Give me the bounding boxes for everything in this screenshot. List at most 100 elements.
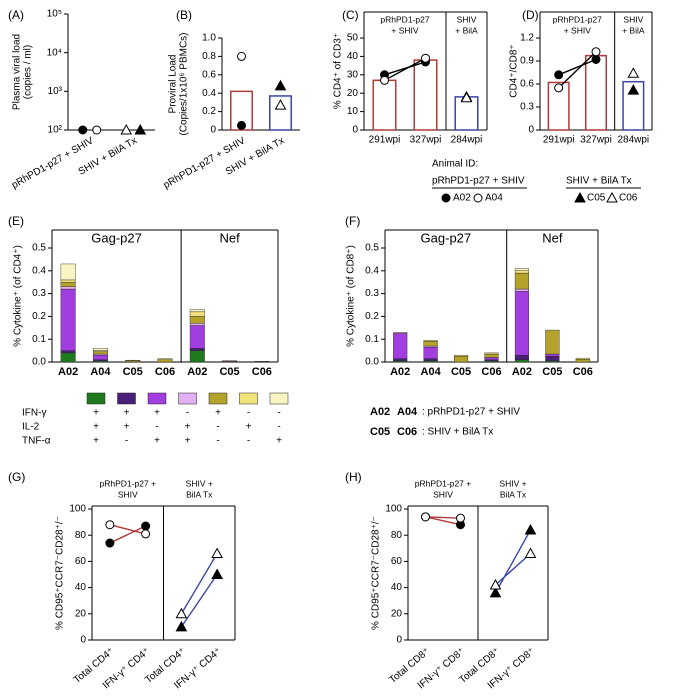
- x-tick-label: 291wpi: [543, 135, 575, 146]
- group-label: Gag-p27: [91, 230, 142, 245]
- bar-segment: [189, 309, 205, 313]
- x-tick-label: A04: [421, 366, 442, 378]
- marker: [237, 120, 246, 130]
- x-tick-label: C05: [123, 366, 143, 378]
- y-tick-label: 100: [69, 504, 86, 515]
- bar-segment: [454, 356, 469, 363]
- legend-sign: +: [124, 408, 130, 419]
- bar-segment: [423, 358, 438, 362]
- y-tick-label: 0: [352, 125, 358, 136]
- legend-sign: +: [124, 422, 130, 433]
- panel-label: (H): [345, 470, 362, 484]
- y-tick-label: 0: [210, 125, 216, 136]
- y-axis-label: (copies / ml): [23, 45, 34, 99]
- bar: [372, 79, 397, 131]
- bar-segment: [189, 325, 205, 349]
- legend-sign: +: [185, 436, 191, 447]
- legend-sign: +: [154, 408, 160, 419]
- y-tick-label: 40: [347, 51, 359, 62]
- marker: [554, 70, 564, 80]
- y-tick-label: 0.4: [32, 265, 46, 276]
- bar: [584, 54, 608, 131]
- legend-item: A04: [485, 193, 503, 204]
- bar-segment: [423, 341, 438, 347]
- marker: [274, 79, 287, 91]
- marker: [175, 620, 188, 632]
- marker: [175, 607, 188, 619]
- bar-segment: [514, 288, 529, 292]
- y-tick-label: 10⁴: [47, 47, 62, 58]
- bar-segment: [125, 359, 141, 362]
- legend-sign: +: [276, 436, 282, 447]
- panel-label: (A): [8, 8, 24, 22]
- group-label: Nef: [219, 230, 240, 245]
- legend-sign: -: [216, 436, 219, 447]
- legend-swatch: [269, 392, 289, 405]
- x-tick-label: C05: [219, 366, 239, 378]
- bar-segment: [575, 359, 590, 363]
- bar-segment: [514, 359, 529, 363]
- marker: [211, 568, 223, 579]
- group-label: + SHIV: [391, 25, 418, 35]
- x-tick-label: A02: [390, 366, 410, 378]
- y-tick-label: 1.2: [520, 33, 534, 44]
- bar-segment: [393, 333, 408, 359]
- legend-sign: +: [185, 422, 191, 433]
- y-tick-label: 10³: [48, 86, 63, 97]
- legend-id: C06: [397, 426, 417, 438]
- bar-segment: [60, 288, 76, 351]
- marker: [524, 523, 537, 535]
- marker: [120, 123, 133, 135]
- y-tick-label: 0.2: [32, 311, 46, 322]
- bar-segment: [60, 279, 76, 283]
- y-axis-label: % Cytokine⁺ (of CD8⁺): [346, 245, 357, 347]
- y-tick-label: 0.9: [520, 56, 534, 67]
- series-line: [425, 516, 461, 526]
- y-tick-label: 0.6: [520, 79, 534, 90]
- bar-segment: [514, 270, 529, 274]
- y-tick-label: 0.2: [365, 311, 379, 322]
- marker: [421, 53, 430, 63]
- panel-label: (C): [342, 8, 359, 22]
- marker: [574, 191, 586, 203]
- x-tick-label: C06: [155, 366, 175, 378]
- y-tick-label: 0.6: [202, 69, 216, 80]
- bar-segment: [157, 359, 173, 363]
- bar: [413, 59, 438, 131]
- bar-segment: [454, 354, 469, 357]
- marker: [460, 91, 473, 103]
- y-axis-label: (Copies/1x10⁶ PBMCs): [179, 32, 190, 135]
- y-tick-label: 80: [75, 530, 87, 541]
- y-tick-label: 1.0: [202, 33, 216, 44]
- legend-id: C05: [370, 426, 390, 438]
- marker: [237, 51, 246, 61]
- x-tick-label: A02: [512, 366, 532, 378]
- group-label: + SHIV: [564, 25, 591, 35]
- series-line: [180, 553, 218, 615]
- y-tick-label: 0.3: [520, 102, 534, 113]
- legend-sign: -: [277, 408, 280, 419]
- y-tick-label: 0: [528, 125, 534, 136]
- group-label: SHIV: [457, 14, 477, 24]
- group-label: SHIV +: [186, 478, 213, 488]
- series-line: [495, 553, 531, 586]
- legend-swatch: [239, 392, 258, 405]
- bar-segment: [60, 350, 76, 354]
- y-tick-label: 0.5: [365, 243, 379, 254]
- y-tick-label: 60: [75, 556, 87, 567]
- y-tick-label: 80: [391, 530, 403, 541]
- y-tick-label: 30: [347, 69, 359, 80]
- bar-segment: [189, 323, 205, 326]
- panel-label: (B): [176, 8, 192, 22]
- y-tick-label: 20: [75, 608, 87, 619]
- y-tick-label: 0.4: [202, 88, 216, 99]
- marker: [274, 99, 287, 110]
- marker: [380, 75, 389, 85]
- marker: [473, 193, 483, 203]
- y-tick-label: 0.4: [365, 265, 379, 276]
- legend-swatch: [86, 392, 106, 405]
- series-line: [384, 57, 426, 81]
- x-tick-label: A02: [187, 366, 207, 378]
- group-label: + BilA: [455, 25, 478, 35]
- y-tick-label: 0.5: [32, 243, 46, 254]
